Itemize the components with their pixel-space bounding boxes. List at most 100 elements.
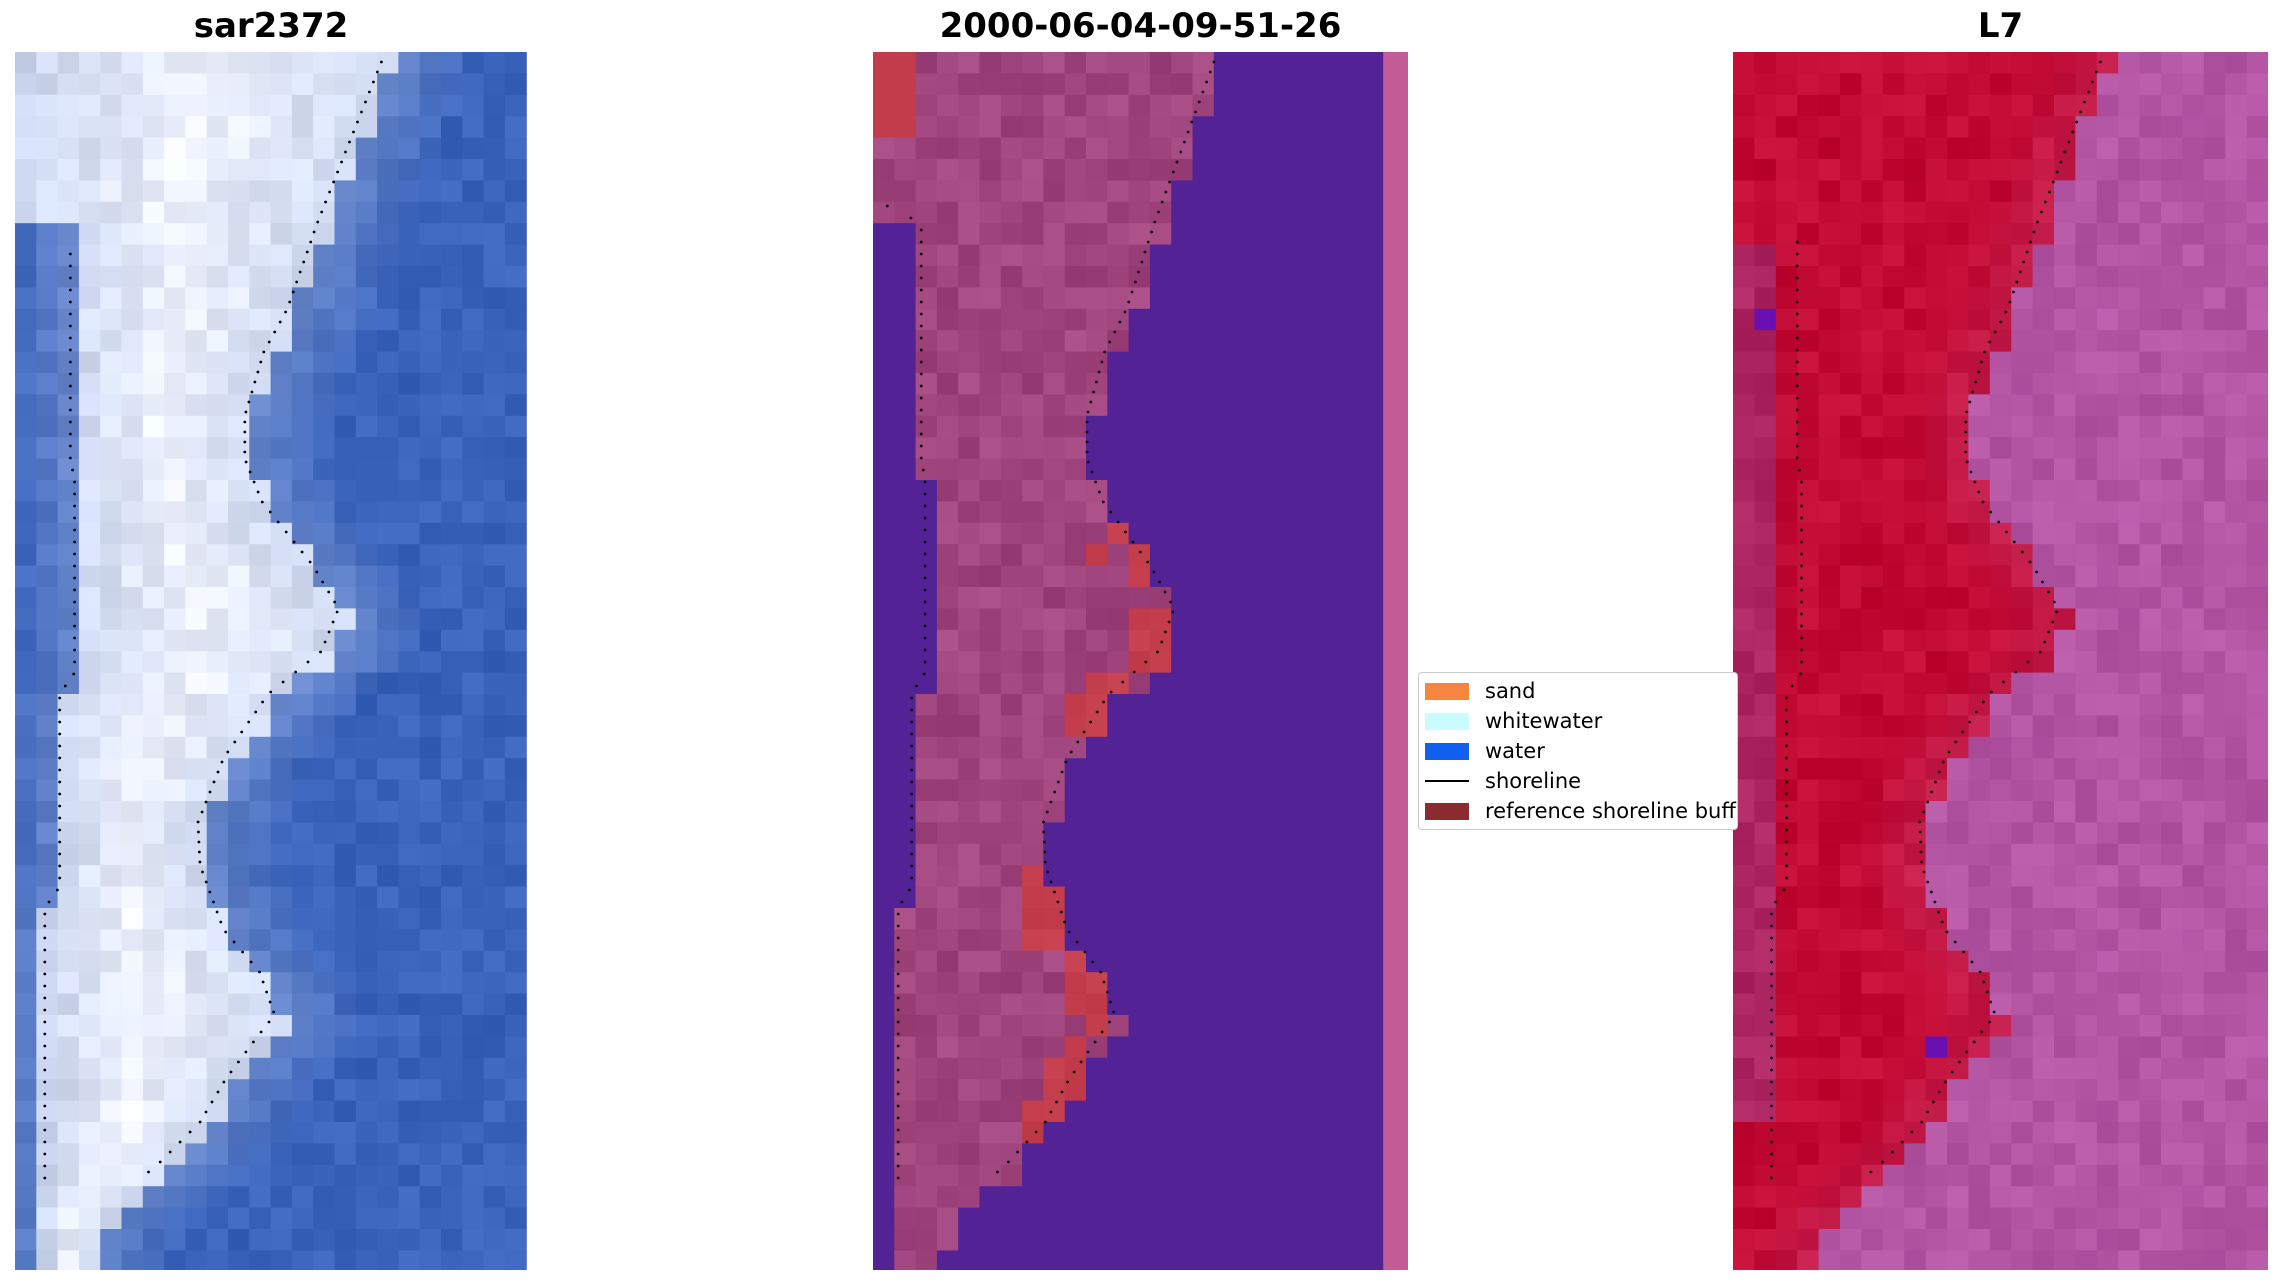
shoreline-point	[261, 980, 265, 984]
shoreline-point	[252, 1040, 255, 1044]
shoreline-point	[316, 220, 320, 224]
shoreline-point	[919, 276, 923, 280]
shoreline-point	[1795, 240, 1799, 244]
shoreline-point	[1800, 504, 1803, 508]
shoreline-point	[204, 1110, 208, 1114]
shoreline-point	[1800, 552, 1803, 556]
shoreline-point	[2055, 610, 2058, 614]
shoreline-point	[1940, 920, 1944, 924]
shoreline-point	[1770, 972, 1773, 976]
shoreline-point	[1968, 400, 1972, 404]
shoreline-point	[1101, 500, 1105, 504]
shoreline-point	[1977, 370, 1980, 374]
shoreline-point	[364, 100, 367, 104]
shoreline-point	[2012, 540, 2016, 544]
shoreline-point	[1790, 684, 1794, 688]
shoreline-point	[923, 552, 927, 556]
shoreline-point	[2008, 300, 2012, 304]
shoreline-point	[1095, 380, 1098, 384]
shoreline-point	[243, 440, 247, 444]
shoreline-point	[2094, 70, 2098, 74]
shoreline-point	[58, 840, 62, 844]
shoreline-point	[216, 1090, 220, 1094]
shoreline-point	[896, 936, 900, 940]
shoreline-point	[249, 960, 253, 964]
shoreline-point	[321, 580, 325, 584]
shoreline-point	[1795, 384, 1799, 388]
shoreline-point	[1795, 372, 1799, 376]
shoreline-point	[922, 672, 926, 676]
shoreline-point	[2036, 220, 2039, 224]
shoreline-point	[224, 930, 228, 934]
shoreline-point	[1770, 1176, 1773, 1180]
shoreline-point	[340, 160, 343, 164]
shoreline-point	[1124, 530, 1127, 534]
shoreline-point	[204, 800, 208, 804]
shoreline-point	[2012, 290, 2015, 294]
shoreline-point	[1795, 300, 1799, 304]
shoreline-point	[323, 640, 327, 644]
shoreline-point	[919, 444, 923, 448]
shoreline-point	[1997, 520, 2001, 524]
shoreline-point	[58, 864, 62, 868]
shoreline-point	[212, 780, 216, 784]
shoreline-point	[73, 492, 76, 496]
shoreline-point	[2038, 650, 2042, 654]
shoreline-point	[58, 744, 62, 748]
shoreline-point	[1057, 780, 1060, 784]
shoreline-point	[2083, 100, 2086, 104]
shoreline-point	[896, 1044, 900, 1048]
shoreline-point	[260, 500, 264, 504]
shoreline-point	[1092, 390, 1095, 394]
rgb-image-panel	[15, 52, 527, 1270]
shoreline-point	[1988, 340, 1992, 344]
shoreline-point	[72, 672, 76, 676]
shoreline-point	[1183, 140, 1186, 144]
shoreline-point	[1770, 1044, 1773, 1048]
shoreline-point	[58, 780, 62, 784]
shoreline-point	[1970, 960, 1974, 964]
shoreline-point	[73, 564, 76, 568]
shoreline-point	[1042, 840, 1046, 844]
shoreline-point	[73, 624, 76, 628]
shoreline-point	[1109, 510, 1113, 514]
shoreline-point	[2020, 550, 2024, 554]
shoreline-point	[2047, 190, 2051, 194]
shoreline-point	[43, 948, 47, 952]
shoreline-point	[2047, 630, 2051, 634]
shoreline-point	[1049, 800, 1053, 804]
shoreline-point	[896, 972, 900, 976]
shoreline-point	[2004, 310, 2008, 314]
shoreline-point	[1964, 430, 1968, 434]
shoreline-point	[1922, 810, 1926, 814]
shoreline-point	[1100, 1030, 1104, 1034]
shoreline-point	[58, 792, 62, 796]
shoreline-point	[69, 408, 72, 412]
shoreline-point	[1785, 696, 1788, 700]
shoreline-point	[1113, 330, 1117, 334]
shoreline-point	[910, 792, 913, 796]
shoreline-point	[253, 380, 257, 384]
shoreline-point	[1782, 888, 1786, 892]
shoreline-point	[284, 310, 287, 314]
shoreline-point	[1919, 850, 1923, 854]
shoreline-point	[910, 732, 913, 736]
shoreline-point	[335, 610, 339, 614]
shoreline-point	[1091, 960, 1095, 964]
shoreline-point	[910, 696, 913, 700]
shoreline-point	[243, 450, 247, 454]
shoreline-point	[2025, 250, 2029, 254]
shoreline-point	[1770, 1080, 1773, 1084]
shoreline-point	[1152, 570, 1156, 574]
shoreline-point	[1089, 720, 1092, 724]
shoreline-point	[328, 190, 331, 194]
shoreline-point	[168, 1150, 172, 1154]
legend-swatch-reference-buffer	[1425, 802, 1469, 820]
shoreline-rgb	[147, 60, 383, 1174]
shoreline-point	[43, 1068, 47, 1072]
shoreline-point	[1795, 312, 1799, 316]
shoreline-point	[1086, 410, 1090, 414]
shoreline-point	[248, 470, 252, 474]
shoreline-point	[1795, 264, 1799, 268]
shoreline-point	[1945, 930, 1949, 934]
